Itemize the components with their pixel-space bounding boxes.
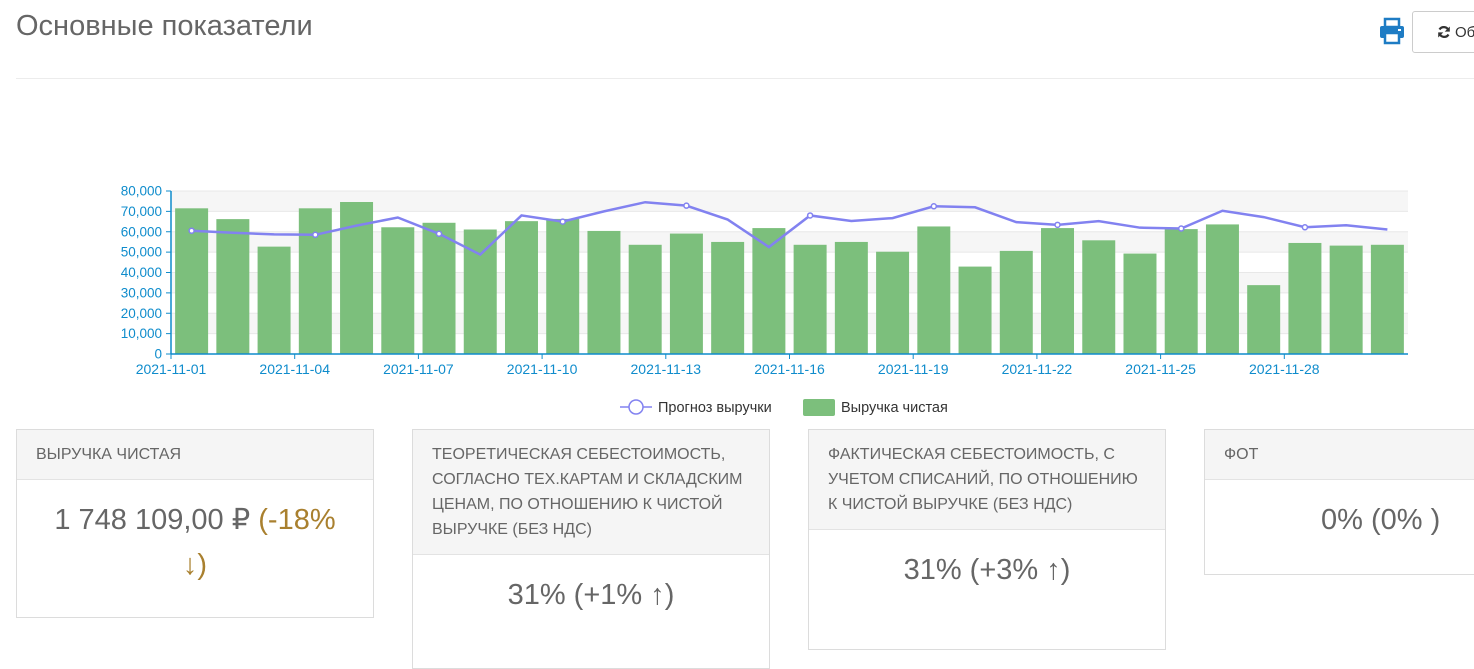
x-tick-label: 2021-11-19 xyxy=(878,361,949,377)
grid-band xyxy=(171,191,1408,212)
revenue-bar xyxy=(1205,224,1239,354)
x-tick-label: 2021-11-01 xyxy=(136,361,207,377)
printer-icon xyxy=(1380,17,1404,45)
y-tick-label: 80,000 xyxy=(121,184,162,199)
revenue-bar xyxy=(711,241,745,354)
card-net-revenue: Выручка чистая 1 748 109,00 ₽ (-18% ↓) xyxy=(16,429,374,618)
refresh-button[interactable]: Об xyxy=(1412,11,1474,53)
forecast-point xyxy=(1301,224,1309,231)
revenue-bar xyxy=(1041,228,1075,354)
y-tick-label: 50,000 xyxy=(121,245,162,260)
card-value: 0% (0% ) xyxy=(1321,504,1441,536)
forecast-point xyxy=(312,231,319,239)
revenue-bar xyxy=(587,230,621,354)
revenue-bar xyxy=(669,233,703,354)
card-title: Теоретическая себестоимость, согласно те… xyxy=(413,430,769,555)
refresh-button-label: Об xyxy=(1455,23,1474,41)
revenue-bar xyxy=(1247,285,1281,354)
forecast-point xyxy=(930,203,938,210)
x-tick-label: 2021-11-04 xyxy=(259,361,330,377)
y-tick-label: 0 xyxy=(154,347,162,362)
revenue-bar xyxy=(834,241,868,354)
print-button[interactable] xyxy=(1378,17,1406,45)
forecast-line xyxy=(191,200,1388,257)
card-value: 31% (+1% ↑) xyxy=(507,579,675,611)
forecast-point xyxy=(559,218,566,225)
revenue-bar xyxy=(999,250,1033,354)
revenue-bar xyxy=(752,228,786,354)
revenue-bar xyxy=(793,244,827,354)
legend-line-marker xyxy=(628,399,644,415)
card-theoretical-cost: Теоретическая себестоимость, согласно те… xyxy=(412,429,770,669)
revenue-bar xyxy=(257,246,291,354)
revenue-chart: 80,000 70,000 60,000 50,000 40,000 30,000 20,0… xyxy=(121,184,1408,416)
card-delta: (-18% ↓) xyxy=(182,504,336,581)
y-tick-label: 60,000 xyxy=(121,224,162,239)
legend-bar-swatch xyxy=(803,399,835,416)
card-payroll: ФОТ 0% (0% ) xyxy=(1204,429,1474,575)
revenue-bar xyxy=(628,244,662,354)
y-tick-label: 40,000 xyxy=(121,265,162,280)
card-value: 31% (+3% ↑) xyxy=(903,554,1071,586)
y-tick-label: 10,000 xyxy=(121,326,162,341)
forecast-point xyxy=(1177,225,1185,232)
page-title: Основные показатели xyxy=(16,10,313,42)
revenue-bar xyxy=(876,251,910,354)
y-tick-label: 20,000 xyxy=(121,306,162,321)
x-tick-label: 2021-11-10 xyxy=(507,361,578,377)
legend-label-forecast: Прогноз выручки xyxy=(658,400,772,416)
forecast-point xyxy=(435,230,443,238)
y-tick-label: 30,000 xyxy=(121,285,162,300)
card-value: 1 748 109,00 ₽ xyxy=(54,504,259,536)
x-tick-label: 2021-11-25 xyxy=(1125,361,1196,377)
revenue-bar xyxy=(1288,242,1322,354)
revenue-bar xyxy=(1329,245,1363,354)
card-actual-cost: Фактическая себестоимость, с учетом спис… xyxy=(808,429,1166,650)
y-tick-label: 70,000 xyxy=(121,204,162,219)
revenue-bar xyxy=(1082,240,1116,354)
card-title: Выручка чистая xyxy=(17,430,373,480)
revenue-bar xyxy=(958,266,992,354)
revenue-bar xyxy=(504,221,538,354)
revenue-bar xyxy=(216,219,250,354)
card-title: ФОТ xyxy=(1205,430,1474,480)
revenue-bar xyxy=(1370,244,1404,354)
x-tick-label: 2021-11-13 xyxy=(631,361,702,377)
x-tick-label: 2021-11-22 xyxy=(1002,361,1073,377)
revenue-bar xyxy=(1123,253,1157,354)
x-tick-label: 2021-11-07 xyxy=(383,361,454,377)
forecast-point xyxy=(806,212,814,219)
revenue-bar xyxy=(422,222,456,354)
refresh-icon xyxy=(1438,26,1450,38)
revenue-bar xyxy=(381,227,415,354)
x-tick-label: 2021-11-28 xyxy=(1249,361,1320,377)
card-title: Фактическая себестоимость, с учетом спис… xyxy=(809,430,1165,530)
header-divider xyxy=(16,78,1474,79)
x-tick-label: 2021-11-16 xyxy=(754,361,825,377)
revenue-bar xyxy=(298,208,332,354)
revenue-bar xyxy=(546,218,580,354)
revenue-bar xyxy=(1164,229,1198,354)
forecast-point xyxy=(1054,221,1061,229)
forecast-point xyxy=(683,202,690,209)
revenue-bar xyxy=(917,226,951,354)
forecast-point xyxy=(188,227,195,234)
legend-label-revenue: Выручка чистая xyxy=(841,400,948,416)
